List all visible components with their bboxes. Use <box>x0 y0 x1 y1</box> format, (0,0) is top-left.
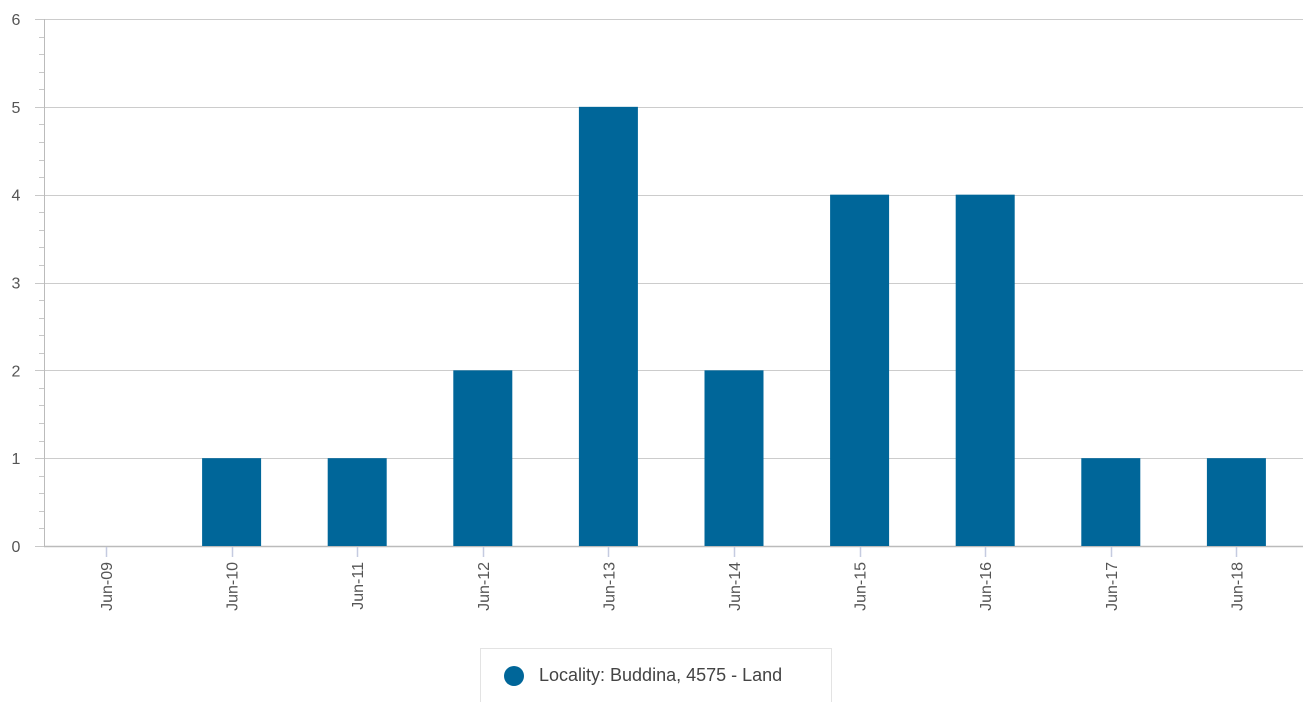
legend-swatch-icon <box>504 665 524 686</box>
y-tick-labels: 0 1 2 3 4 5 6 <box>12 12 21 556</box>
x-tick-label-Jun-16: Jun-16 <box>978 562 995 611</box>
x-tick-label-Jun-17: Jun-17 <box>1104 562 1121 611</box>
y-tick-label-4: 4 <box>12 188 21 205</box>
legend-label: Locality: Buddina, 4575 - Land <box>539 665 783 685</box>
bar-Jun-17 <box>1081 458 1141 546</box>
x-tick-label-Jun-10: Jun-10 <box>225 562 242 611</box>
x-tick-label-Jun-11: Jun-11 <box>350 562 367 610</box>
bars <box>202 106 1266 546</box>
x-tick-label-Jun-09: Jun-09 <box>99 562 116 611</box>
y-tick-label-2: 2 <box>12 363 21 380</box>
y-tick-label-6: 6 <box>12 12 21 29</box>
x-tick-label-Jun-13: Jun-13 <box>601 562 618 611</box>
y-tick-label-3: 3 <box>12 276 21 293</box>
axes <box>35 19 1303 557</box>
legend[interactable]: Locality: Buddina, 4575 - Land <box>480 648 832 702</box>
bar-Jun-16 <box>955 194 1015 546</box>
bar-Jun-13 <box>578 106 638 546</box>
bar-Jun-10 <box>202 458 262 546</box>
bar-Jun-12 <box>453 370 513 546</box>
x-tick-label-Jun-12: Jun-12 <box>476 562 493 611</box>
x-tick-labels: Jun-09 Jun-10 Jun-11 Jun-12 Jun-13 Jun-14 Jun-… <box>99 562 1246 611</box>
grid-lines <box>44 19 1303 459</box>
bar-Jun-14 <box>704 370 764 546</box>
y-tick-label-1: 1 <box>12 451 21 468</box>
x-tick-label-Jun-18: Jun-18 <box>1229 562 1246 611</box>
x-tick-label-Jun-15: Jun-15 <box>853 562 870 611</box>
bar-Jun-15 <box>830 194 890 546</box>
bar-Jun-11 <box>327 458 387 546</box>
x-tick-label-Jun-14: Jun-14 <box>727 562 744 611</box>
bar-Jun-18 <box>1206 458 1266 546</box>
y-tick-label-5: 5 <box>12 100 21 117</box>
y-tick-label-0: 0 <box>12 539 21 556</box>
